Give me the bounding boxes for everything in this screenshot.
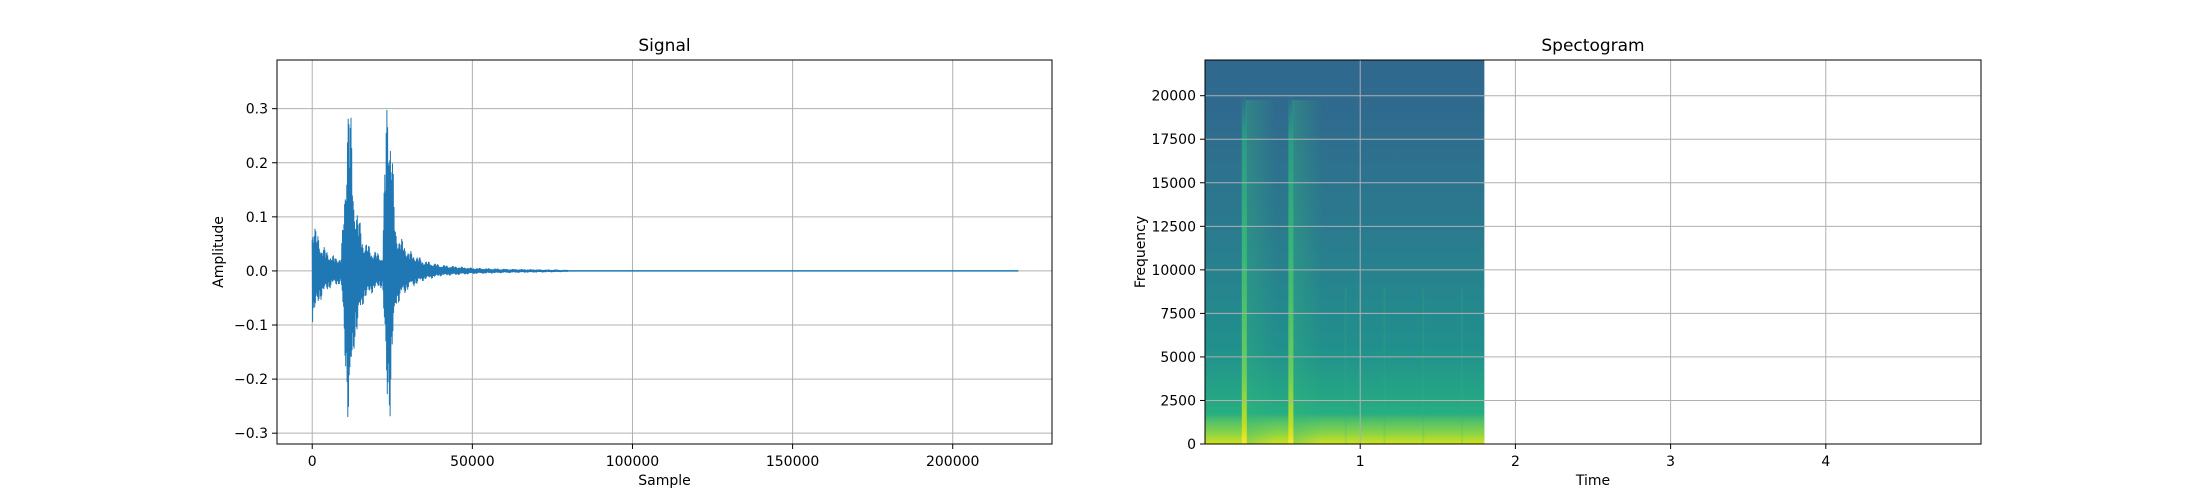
- signal-waveform-line: [311, 109, 569, 418]
- spectrogram-y-tick-label: 0: [1187, 437, 1196, 453]
- spectrogram-y-axis-label: Frequency: [1133, 216, 1149, 288]
- signal-x-tick-label: 150000: [766, 454, 819, 470]
- signal-x-tick-label: 200000: [926, 454, 979, 470]
- spectrogram-x-tick-label: 3: [1666, 454, 1675, 470]
- spectrogram-tick-group: 1 2 3 4 0 2500 5000 7500 10000 12500 15000 17500 200…: [1151, 89, 1830, 470]
- spectrogram-gridlines: [1205, 60, 1981, 444]
- spectrogram-y-tick-label: 20000: [1151, 89, 1196, 105]
- spectrogram-y-tick-label: 2500: [1160, 393, 1196, 409]
- signal-y-tick-label: −0.1: [234, 318, 268, 334]
- spectrogram-x-tick-label: 1: [1356, 454, 1365, 470]
- spectrogram-texture-band: [1422, 287, 1425, 444]
- spectrogram-y-tick-label: 10000: [1151, 263, 1196, 279]
- signal-axes-frame: [276, 59, 1053, 445]
- spectrogram-title: Spectogram: [1541, 36, 1644, 56]
- spectrogram-y-tick-label: 7500: [1160, 306, 1196, 322]
- signal-y-tick-label: −0.3: [234, 426, 268, 442]
- spectrogram-y-tick-label: 5000: [1160, 350, 1196, 366]
- signal-y-tick-label: 0.2: [246, 156, 268, 172]
- signal-x-axis-label: Sample: [638, 473, 691, 489]
- signal-x-tick-label: 50000: [450, 454, 495, 470]
- spectrogram-texture-band: [1461, 287, 1464, 444]
- spectrogram-y-tick-label: 12500: [1151, 219, 1196, 235]
- spectrogram-y-tick-label: 17500: [1151, 132, 1196, 148]
- spectrogram-onset-stripe: [1241, 92, 1247, 445]
- spectrogram-x-axis-label: Time: [1575, 473, 1610, 489]
- spectrogram-texture-band: [1344, 287, 1347, 444]
- spectrogram-image: [1205, 60, 1485, 445]
- spectrogram-plot: 1 2 3 4 0 2500 5000 7500 10000 12500 15000 17500 200…: [1133, 36, 1982, 489]
- signal-x-tick-label: 100000: [606, 454, 659, 470]
- spectrogram-x-tick-label: 2: [1511, 454, 1520, 470]
- spectrogram-y-tick-label: 15000: [1151, 176, 1196, 192]
- signal-y-tick-label: −0.2: [234, 372, 268, 388]
- signal-y-axis-label: Amplitude: [211, 216, 227, 288]
- signal-y-tick-label: 0.0: [246, 264, 268, 280]
- spectrogram-onset-stripe: [1288, 92, 1294, 445]
- signal-plot: 0 50000 100000 150000 200000 −0.3 −0.2 −0.1 0.0 0…: [211, 36, 1053, 489]
- spectrogram-onset-decay: [1245, 100, 1276, 444]
- spectrogram-onset-decay: [1292, 100, 1323, 444]
- signal-title: Signal: [638, 36, 690, 56]
- spectrogram-texture-band: [1383, 287, 1386, 444]
- signal-x-tick-label: 0: [308, 454, 317, 470]
- signal-tick-group: 0 50000 100000 150000 200000 −0.3 −0.2 −0.1 0.0 0…: [234, 102, 979, 470]
- signal-y-tick-label: 0.3: [246, 102, 268, 118]
- spectrogram-axes-frame: [1204, 59, 1982, 445]
- spectrogram-x-tick-label: 4: [1821, 454, 1830, 470]
- signal-y-tick-label: 0.1: [246, 210, 268, 226]
